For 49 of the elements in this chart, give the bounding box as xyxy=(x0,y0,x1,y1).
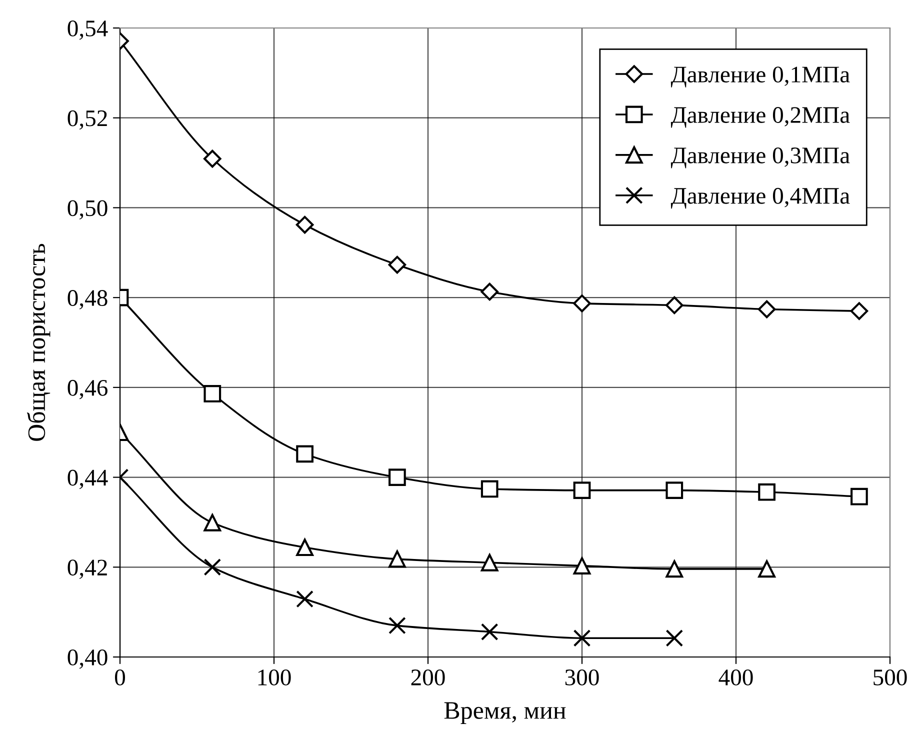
point xyxy=(666,482,684,499)
legend-label: Давление 0,2МПа xyxy=(670,107,850,128)
point xyxy=(573,557,591,574)
x-tick-label: 500 xyxy=(874,669,907,686)
point xyxy=(204,150,222,168)
point xyxy=(388,616,406,634)
point xyxy=(573,294,591,312)
y-tick-label: 0,46 xyxy=(68,380,108,400)
point xyxy=(388,468,406,486)
y-tick-label: 0,40 xyxy=(68,649,108,669)
point xyxy=(480,282,498,301)
point xyxy=(296,538,314,556)
x-tick-label: 300 xyxy=(565,669,599,686)
legend-label: Давление 0,4МПа xyxy=(670,188,850,209)
y-tick-label: 0,42 xyxy=(68,560,107,579)
x-tick-label: 400 xyxy=(718,669,753,686)
y-tick-label: 0,52 xyxy=(68,110,107,130)
point xyxy=(480,554,498,572)
point xyxy=(204,558,222,576)
point xyxy=(296,590,314,608)
point xyxy=(666,560,684,578)
x-tick-label: 200 xyxy=(411,669,445,686)
point xyxy=(480,480,498,498)
y-tick-label: 0,54 xyxy=(68,20,108,40)
point xyxy=(850,488,868,506)
point xyxy=(388,550,406,568)
x-tick-label: 100 xyxy=(258,669,291,686)
x-axis-title: Время, мин xyxy=(444,702,566,724)
point xyxy=(480,623,498,641)
point xyxy=(296,445,314,463)
point xyxy=(666,629,684,647)
y-tick-label: 0,48 xyxy=(68,290,108,310)
y-axis-title: Общая пористость xyxy=(26,244,50,441)
point xyxy=(758,560,776,578)
point xyxy=(850,302,868,320)
point xyxy=(388,256,406,274)
point xyxy=(204,514,222,532)
point xyxy=(573,482,591,499)
legend-label: Давление 0,3МПа xyxy=(670,147,850,168)
legend-label: Давление 0,1МПа xyxy=(670,66,850,88)
point xyxy=(758,300,776,318)
y-tick-label: 0,44 xyxy=(68,470,108,490)
x-tick-label: 0 xyxy=(114,669,126,686)
point xyxy=(758,483,776,501)
point xyxy=(666,296,684,314)
point xyxy=(296,216,314,234)
point xyxy=(573,629,591,647)
y-tick-label: 0,50 xyxy=(68,200,108,220)
point xyxy=(204,385,222,402)
